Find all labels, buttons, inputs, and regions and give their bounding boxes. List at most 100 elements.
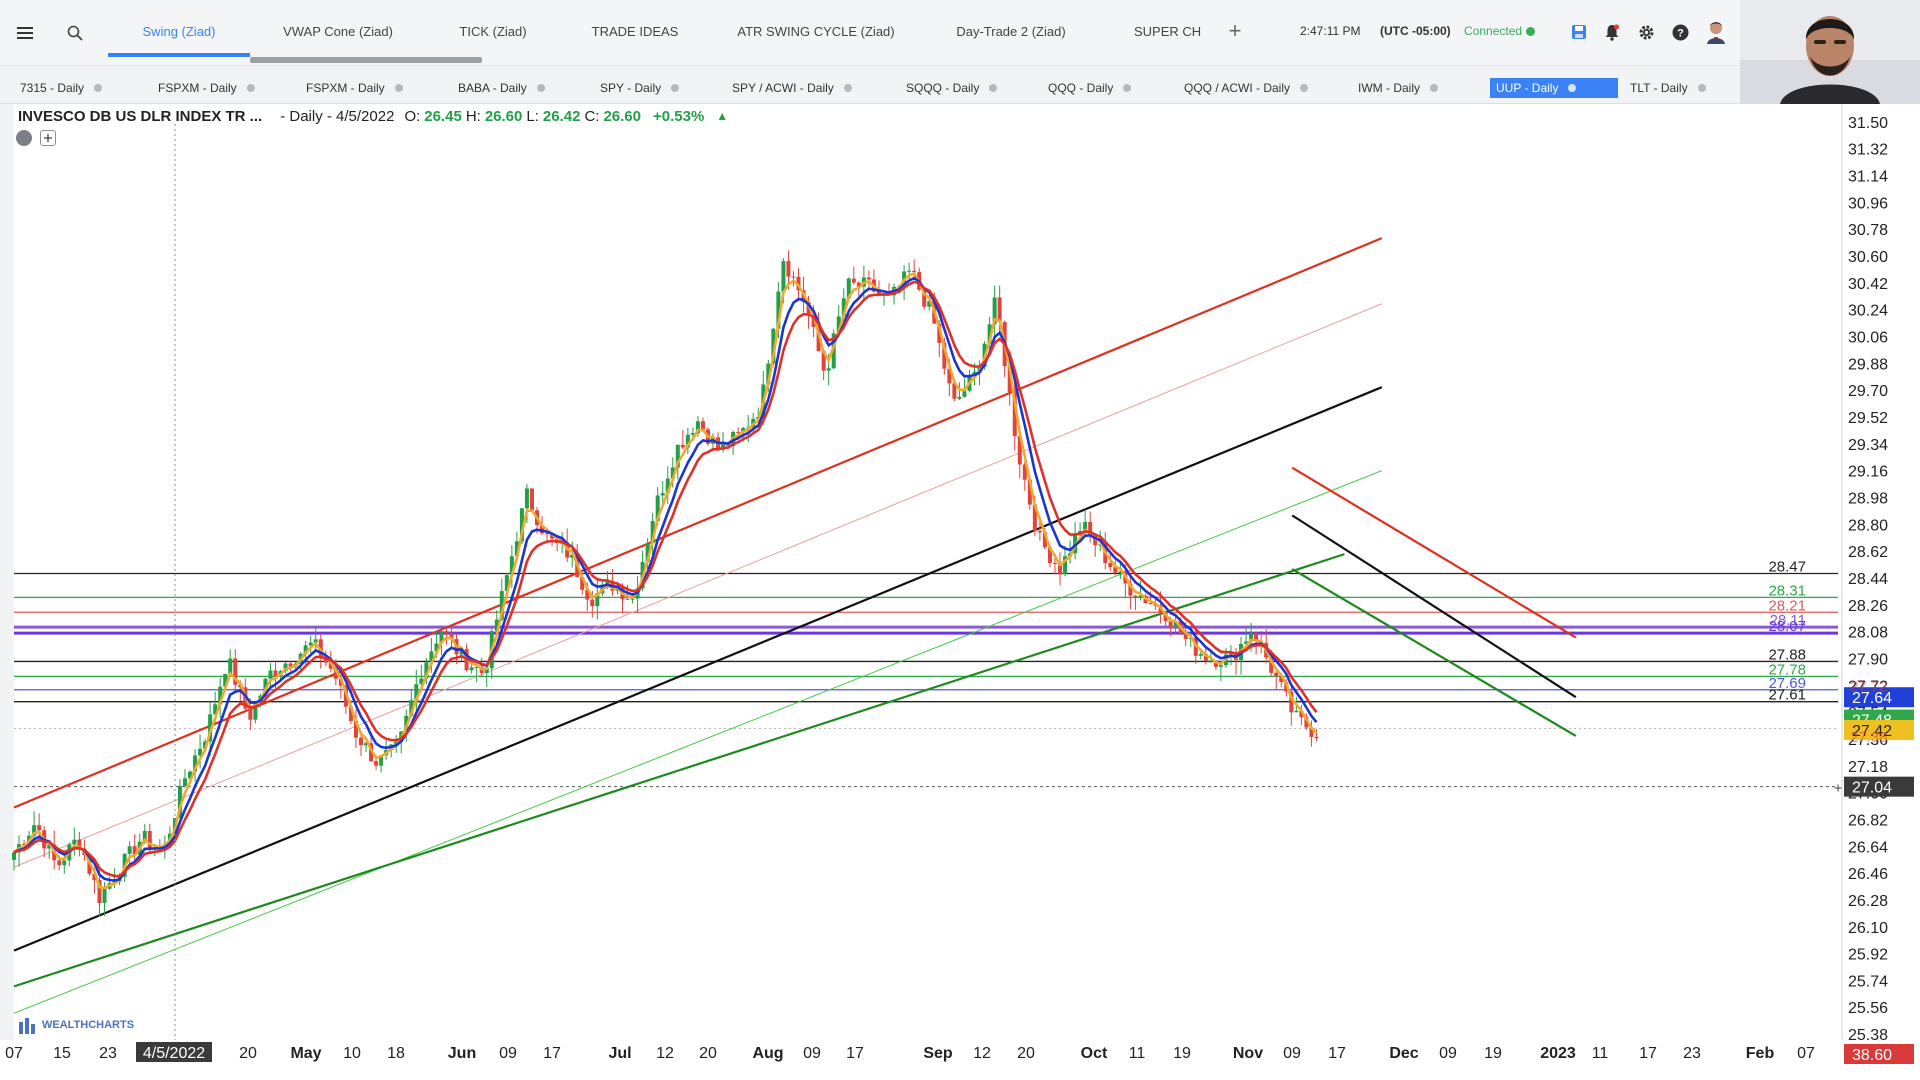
candle-body <box>323 657 328 663</box>
candle-body <box>424 662 429 679</box>
candle-body <box>947 368 952 384</box>
close-tab-icon[interactable] <box>394 84 403 92</box>
candle-body <box>193 755 198 772</box>
hide-indicators-icon[interactable] <box>16 130 32 146</box>
tab-swing[interactable]: Swing (Ziad) <box>142 23 216 39</box>
tab-trade-ideas[interactable]: TRADE IDEAS <box>591 23 679 39</box>
symbol-tab-tlt[interactable]: TLT - Daily <box>1624 78 1706 98</box>
close-tab-icon[interactable] <box>989 84 998 92</box>
price-tick-label: 30.24 <box>1848 303 1888 320</box>
candle-body <box>766 363 771 385</box>
candle-body <box>22 844 27 846</box>
close-tab-icon[interactable] <box>843 84 852 92</box>
tab-super-ch[interactable]: SUPER CH <box>1134 23 1202 39</box>
symbol-tab-label: SQQQ - Daily <box>906 81 980 95</box>
symbol-tab-spy-acwi[interactable]: SPY / ACWI - Daily <box>726 78 852 98</box>
candle-body <box>776 291 781 329</box>
candle-body <box>459 649 464 655</box>
candle-body <box>786 261 791 277</box>
close-tab-icon[interactable] <box>1300 84 1309 92</box>
price-axis[interactable]: 31.50 31.32 31.14 30.96 30.78 30.60 30.42 30.24… <box>1841 104 1920 1080</box>
candle-body <box>303 645 308 654</box>
wealthcharts-logo-text: WEALTHCHARTS <box>42 1019 135 1031</box>
close-tab-icon[interactable] <box>1697 84 1706 92</box>
close-tab-icon[interactable] <box>94 84 103 92</box>
price-badge-label: 38.60 <box>1852 1047 1892 1064</box>
active-tab-indicator <box>108 53 250 57</box>
chart-panel[interactable] <box>14 104 1906 1068</box>
time-tick-label: 19 <box>1173 1045 1191 1062</box>
price-tick-label: 26.46 <box>1848 866 1888 883</box>
candle-body <box>545 533 550 535</box>
close-tab-icon[interactable] <box>671 84 680 92</box>
time-axis[interactable]: 07 15 23 4/5/2022 20 May 10 18 Jun 09 17 Jul 12 20 Aug… <box>0 1040 1920 1080</box>
tab-vwap-cone[interactable]: VWAP Cone (Ziad) <box>283 23 393 39</box>
save-icon[interactable] <box>1567 20 1591 44</box>
gear-icon[interactable] <box>1634 20 1658 44</box>
symbol-tab-spy[interactable]: SPY - Daily <box>594 78 680 98</box>
candle-body <box>469 667 474 671</box>
symbol-tab-iwm[interactable]: IWM - Daily <box>1352 78 1438 98</box>
hamburger-menu-icon[interactable] <box>10 18 40 48</box>
candle-body <box>439 631 444 644</box>
search-icon[interactable] <box>60 18 90 48</box>
time-tick-label: 17 <box>1639 1045 1657 1062</box>
legend-open-label: O: <box>404 107 421 125</box>
price-tick-label: 27.18 <box>1848 759 1888 776</box>
candle-body <box>348 706 353 721</box>
candle-body <box>509 556 514 576</box>
candle-body <box>876 291 881 294</box>
price-tick-label: 30.78 <box>1848 222 1888 239</box>
close-tab-icon[interactable] <box>1430 84 1438 92</box>
tab-tick[interactable]: TICK (Ziad) <box>459 23 527 39</box>
candle-body <box>253 702 258 720</box>
tab-day-trade-2[interactable]: Day-Trade 2 (Ziad) <box>956 23 1066 39</box>
help-icon[interactable]: ? <box>1668 20 1692 44</box>
add-tab-button[interactable]: + <box>1228 18 1242 43</box>
bell-icon[interactable] <box>1600 20 1624 44</box>
symbol-tab-qqq-acwi[interactable]: QQQ / ACWI - Daily <box>1178 78 1309 98</box>
candle-body <box>12 852 16 860</box>
close-tab-icon[interactable] <box>1568 84 1577 92</box>
candle-body <box>1037 530 1042 533</box>
symbol-tab-sqqq[interactable]: SQQQ - Daily <box>900 78 998 98</box>
candle-body <box>665 478 670 494</box>
candle-body <box>248 708 253 720</box>
candle-body <box>213 704 218 715</box>
candle-body <box>524 488 529 509</box>
symbol-tab-7315[interactable]: 7315 - Daily <box>14 78 103 98</box>
candle-body <box>540 525 545 534</box>
trend-line <box>1291 568 1577 737</box>
symbol-tab-uup[interactable]: UUP - Daily <box>1490 78 1618 98</box>
close-tab-icon[interactable] <box>246 84 255 92</box>
candle-body <box>333 668 338 679</box>
up-arrow-icon: ▲ <box>716 109 729 123</box>
price-badge <box>1844 687 1914 708</box>
time-tick-label: 17 <box>1328 1045 1346 1062</box>
price-tick-label: 28.26 <box>1848 598 1888 615</box>
time-tick-label: 20 <box>1017 1045 1035 1062</box>
symbol-tab-baba[interactable]: BABA - Daily <box>452 78 545 98</box>
price-tick-label: 29.34 <box>1848 437 1888 454</box>
user-avatar-icon[interactable] <box>1704 20 1728 44</box>
candle-body <box>1098 544 1103 546</box>
tabs-scrollbar[interactable] <box>250 57 482 63</box>
candle-body <box>1128 583 1133 596</box>
tab-atr-swing-cycle[interactable]: ATR SWING CYCLE (Ziad) <box>737 23 895 39</box>
symbol-tab-fspxm-2[interactable]: FSPXM - Daily <box>300 78 403 98</box>
close-tab-icon[interactable] <box>536 84 545 92</box>
symbol-tab-fspxm-1[interactable]: FSPXM - Daily <box>152 78 255 98</box>
candle-body <box>550 533 555 539</box>
candle-body <box>1183 633 1188 639</box>
price-badge <box>1844 720 1914 741</box>
candle-body <box>1168 621 1173 627</box>
symbol-tab-qqq[interactable]: QQQ - Daily <box>1042 78 1132 98</box>
candle-body <box>1032 504 1037 531</box>
webcam-overlay <box>1740 0 1920 104</box>
price-tick-label: 29.52 <box>1848 410 1888 427</box>
ema-slow-line <box>13 280 1318 878</box>
close-tab-icon[interactable] <box>1123 84 1132 92</box>
expand-icon[interactable] <box>40 130 56 146</box>
